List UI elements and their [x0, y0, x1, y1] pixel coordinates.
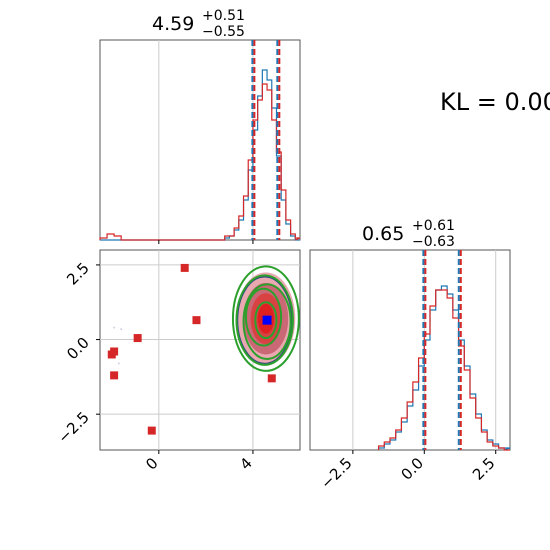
- hist-param2-x-ticks: −2.5 0.0 2.5: [317, 450, 499, 493]
- title-param2: 0.65: [362, 223, 404, 245]
- red-square-marker: [267, 374, 276, 383]
- y-tick-label: −2.5: [54, 408, 92, 446]
- title-param1-sup: +0.51: [202, 8, 245, 24]
- x-tick-label: 0: [142, 454, 161, 473]
- panel-hist-param2: −2.5 0.0 2.5 0.65 +0.61 −0.63: [309, 218, 511, 493]
- contour-green: [242, 283, 292, 360]
- panel-joint-blue-square: [262, 315, 272, 325]
- title-param1: 4.59: [152, 13, 194, 35]
- red-square-marker: [133, 334, 142, 343]
- x-tick-label: 2.5: [469, 454, 499, 484]
- title-param2-sub: −0.63: [412, 234, 455, 250]
- red-square-marker: [110, 371, 119, 380]
- panel-joint-red-squares: [107, 263, 276, 435]
- hist-param1-x-ticks: [158, 240, 254, 244]
- hist-param1-red-step: [99, 83, 301, 241]
- contour-green: [254, 301, 278, 340]
- sample-point: [120, 328, 123, 331]
- panel-hist-param2-frame: [309, 249, 511, 451]
- title-param1-sub: −0.55: [202, 24, 245, 40]
- sample-point: [113, 326, 116, 329]
- y-tick-label: 0.0: [63, 334, 93, 364]
- panel-hist-param1-frame: [99, 39, 301, 241]
- contour-green: [231, 265, 300, 372]
- y-tick-label: 2.5: [63, 259, 93, 289]
- panel-joint-contours: [231, 265, 300, 372]
- kl-annotation: KL = 0.00: [440, 88, 550, 116]
- x-tick-label: 0.0: [398, 454, 428, 484]
- contour-blue: [237, 276, 293, 365]
- hist-param2-quantile-lines: [422, 250, 462, 450]
- red-square-marker: [147, 426, 156, 435]
- x-tick-label: 4: [236, 454, 255, 473]
- hist-param2-red-step: [377, 289, 510, 451]
- panel-joint-y-ticks: 2.5 0.0 −2.5: [54, 259, 100, 447]
- hist-param1-quantile-lines: [251, 40, 281, 240]
- panel-hist-param1: 4.59 +0.51 −0.55: [99, 8, 301, 244]
- blue-square-marker: [262, 315, 272, 325]
- x-tick-label: −2.5: [317, 454, 355, 492]
- title-param2-value: 0.65: [362, 223, 404, 245]
- red-square-marker: [192, 316, 201, 325]
- red-square-marker: [180, 263, 189, 272]
- title-param2-sup: +0.61: [412, 218, 455, 234]
- title-param1-value: 4.59: [152, 13, 194, 35]
- sample-point: [117, 362, 120, 365]
- contour-green: [244, 287, 283, 347]
- contour-green: [235, 274, 294, 366]
- red-square-marker: [110, 347, 119, 356]
